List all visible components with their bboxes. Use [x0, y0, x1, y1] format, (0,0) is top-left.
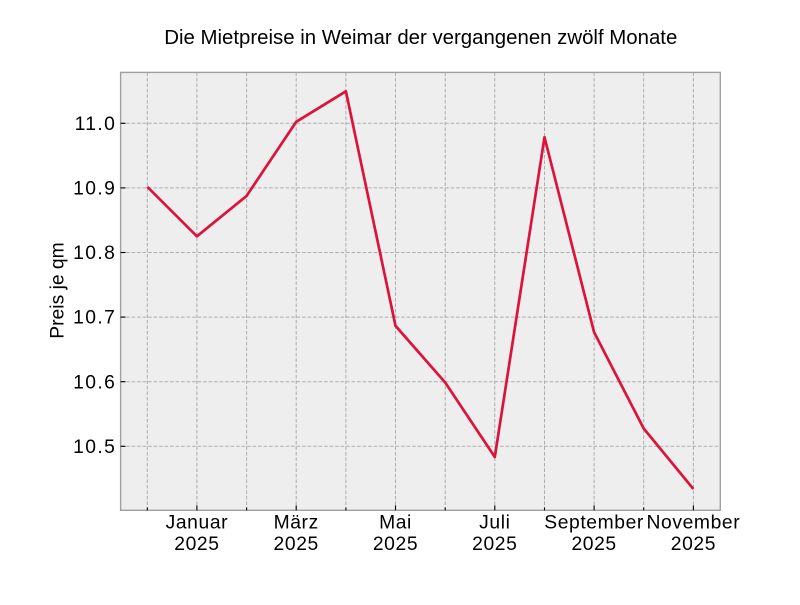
- svg-text:10.7: 10.7: [73, 308, 116, 329]
- svg-text:Mai: Mai: [379, 513, 412, 534]
- svg-text:März: März: [274, 513, 319, 534]
- svg-text:10.5: 10.5: [73, 437, 116, 458]
- svg-text:2025: 2025: [472, 534, 517, 555]
- svg-text:Januar: Januar: [166, 513, 229, 534]
- svg-text:2025: 2025: [571, 534, 616, 555]
- svg-text:10.6: 10.6: [73, 372, 116, 393]
- svg-text:2025: 2025: [174, 534, 219, 555]
- svg-text:Juli: Juli: [479, 513, 510, 534]
- svg-text:2025: 2025: [373, 534, 418, 555]
- svg-text:November: November: [647, 513, 741, 534]
- svg-text:10.8: 10.8: [73, 243, 116, 264]
- svg-text:September: September: [544, 513, 644, 534]
- svg-text:2025: 2025: [671, 534, 716, 555]
- svg-text:Preis je qm: Preis je qm: [48, 242, 69, 338]
- svg-text:11.0: 11.0: [75, 114, 117, 135]
- svg-text:2025: 2025: [274, 534, 319, 555]
- svg-text:Die Mietpreise in Weimar der v: Die Mietpreise in Weimar der vergangenen…: [164, 27, 677, 49]
- svg-text:10.9: 10.9: [73, 179, 116, 200]
